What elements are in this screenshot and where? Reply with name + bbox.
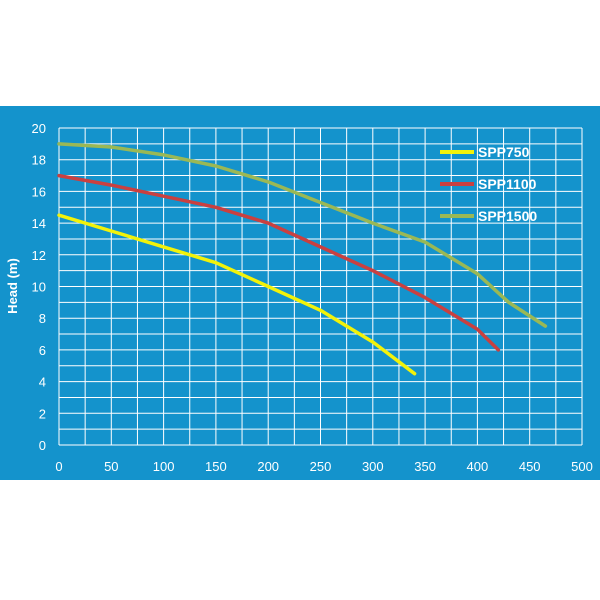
x-tick-label: 400 — [467, 459, 489, 474]
x-tick-label: 150 — [205, 459, 227, 474]
x-tick-label: 450 — [519, 459, 541, 474]
x-tick-label: 50 — [104, 459, 118, 474]
y-tick-label: 18 — [32, 153, 46, 168]
x-tick-label: 300 — [362, 459, 384, 474]
legend-label-spp1500: SPP1500 — [478, 208, 537, 224]
legend: SPP750 SPP1100 SPP1500 — [440, 144, 537, 224]
x-tick-label: 100 — [153, 459, 175, 474]
y-tick-label: 8 — [39, 311, 46, 326]
x-tick-label: 0 — [55, 459, 62, 474]
y-tick-label: 6 — [39, 343, 46, 358]
x-tick-label: 250 — [310, 459, 332, 474]
y-tick-label: 4 — [39, 375, 46, 390]
x-tick-label: 350 — [414, 459, 436, 474]
x-tick-label: 200 — [257, 459, 279, 474]
x-axis-ticks: 0 50 100 150 200 250 300 350 400 450 500 — [55, 459, 592, 474]
y-tick-label: 14 — [32, 216, 46, 231]
y-tick-label: 16 — [32, 184, 46, 199]
series-line-spp750 — [57, 213, 417, 376]
legend-label-spp1100: SPP1100 — [478, 176, 537, 192]
series-line-spp1100 — [57, 173, 501, 352]
y-tick-label: 2 — [39, 406, 46, 421]
y-axis-ticks: 0 2 4 6 8 10 12 14 16 18 20 — [32, 121, 46, 453]
y-tick-label: 20 — [32, 121, 46, 136]
y-axis-label: Head (m) — [5, 258, 20, 314]
y-tick-label: 0 — [39, 438, 46, 453]
y-tick-label: 10 — [32, 280, 46, 295]
y-tick-label: 12 — [32, 248, 46, 263]
series-line-spp1500 — [57, 142, 548, 328]
legend-label-spp750: SPP750 — [478, 144, 530, 160]
x-tick-label: 500 — [571, 459, 593, 474]
series-lines — [57, 142, 548, 376]
